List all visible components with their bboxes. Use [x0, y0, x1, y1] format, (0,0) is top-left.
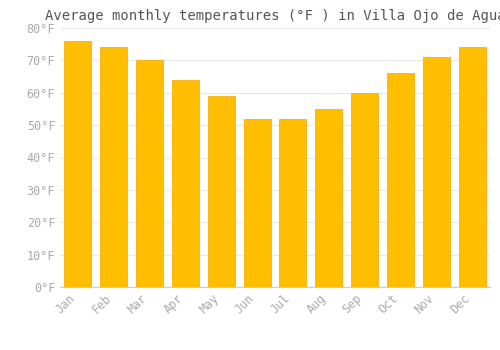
Bar [100, 47, 127, 287]
Bar [387, 74, 414, 287]
Bar [280, 119, 306, 287]
Bar [458, 47, 485, 287]
Bar [208, 96, 234, 287]
Bar [244, 119, 270, 287]
Bar [136, 60, 163, 287]
Bar [423, 57, 450, 287]
Title: Average monthly temperatures (°F ) in Villa Ojo de Agua: Average monthly temperatures (°F ) in Vi… [44, 9, 500, 23]
Bar [64, 41, 92, 287]
Bar [351, 93, 378, 287]
Bar [172, 80, 199, 287]
Bar [316, 109, 342, 287]
